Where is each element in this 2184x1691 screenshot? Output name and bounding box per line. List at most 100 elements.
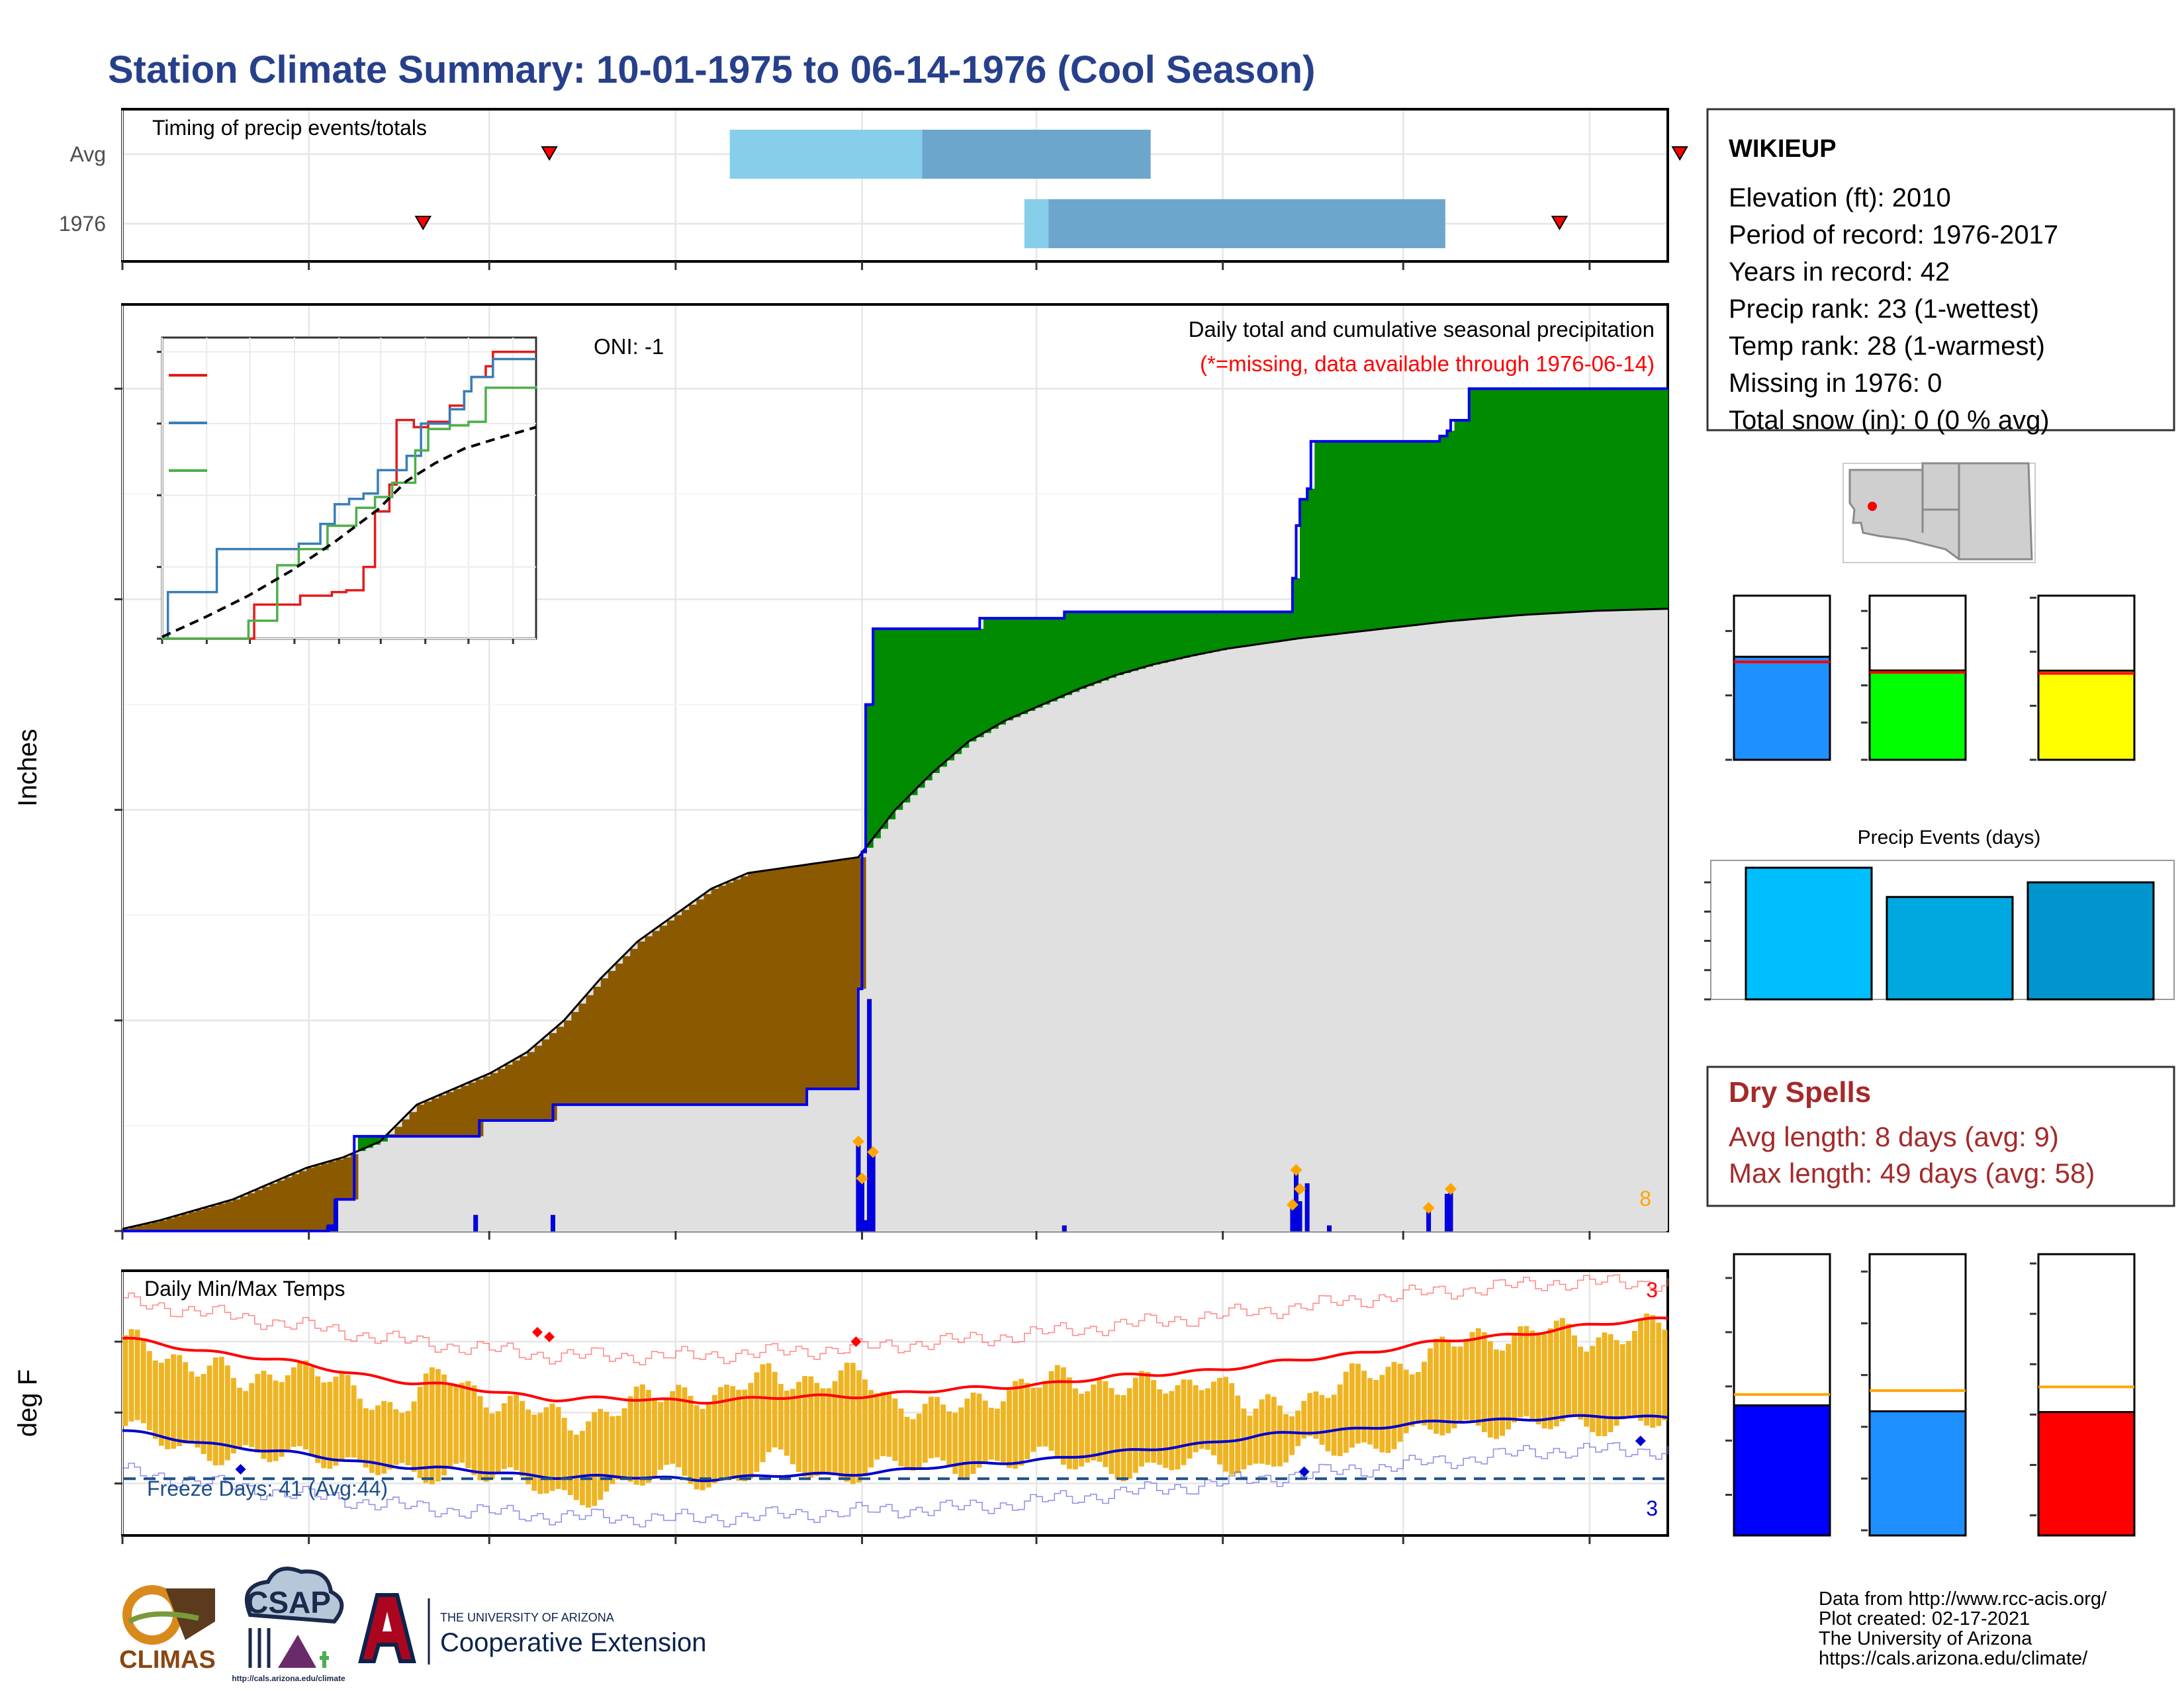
deficit-band xyxy=(578,1003,587,1105)
deficit-band xyxy=(240,1196,248,1231)
extreme-day-marker xyxy=(852,1135,864,1148)
surplus-band xyxy=(1160,612,1168,663)
daily-temp-bar xyxy=(1457,1346,1463,1424)
daily-temp-bar xyxy=(928,1396,934,1459)
daily-temp-bar xyxy=(471,1385,477,1475)
surplus-band xyxy=(1285,612,1293,641)
surplus-band xyxy=(1601,388,1610,611)
daily-temp-bar xyxy=(645,1390,651,1483)
deficit-band xyxy=(328,1162,337,1226)
daily-temp-bar xyxy=(1572,1335,1578,1416)
daily-temp-bar xyxy=(357,1398,363,1461)
daily-temp-bar xyxy=(820,1388,826,1474)
daily-temp-bar xyxy=(1151,1380,1157,1463)
surplus-band xyxy=(1506,388,1514,617)
deficit-band xyxy=(189,1212,197,1231)
surplus-band xyxy=(1432,441,1440,623)
deficit-band xyxy=(262,1187,270,1231)
daily-temp-bar xyxy=(1524,1326,1529,1416)
daily-temp-bar xyxy=(417,1387,423,1479)
daily-temp-bar xyxy=(994,1408,1000,1461)
daily-temp-bar xyxy=(285,1375,291,1451)
surplus-band xyxy=(895,629,903,810)
deficit-band xyxy=(468,1082,477,1136)
daily-temp-bar xyxy=(946,1411,952,1467)
surplus-band xyxy=(1484,388,1492,619)
surplus-band xyxy=(873,629,881,839)
daily-temp-bar xyxy=(555,1406,561,1489)
daily-temp-bar xyxy=(1596,1337,1602,1436)
deficit-band xyxy=(682,909,690,1105)
deficit-band xyxy=(306,1167,314,1231)
daily-temp-bar xyxy=(1259,1399,1265,1464)
surplus-band xyxy=(887,629,896,819)
csap-logo-url: http://cals.arizona.edu/climate xyxy=(232,1674,345,1683)
daily-temp-bar xyxy=(453,1385,459,1464)
daily-temp-bar xyxy=(700,1408,705,1490)
daily-temp-bar xyxy=(201,1374,206,1455)
deficit-band xyxy=(291,1174,300,1231)
deficit-band xyxy=(203,1208,212,1231)
surplus-band xyxy=(1027,618,1036,711)
deficit-band xyxy=(159,1220,167,1231)
surplus-band xyxy=(1314,441,1323,637)
daily-temp-bar xyxy=(441,1374,447,1476)
timing-first-marker xyxy=(541,146,558,161)
daily-precip-bar xyxy=(867,999,872,1232)
precip-events-chart: Precip Events (days) xyxy=(1704,827,2175,1001)
deficit-band xyxy=(336,1159,344,1200)
daily-temp-bar xyxy=(604,1412,610,1492)
deficit-band xyxy=(689,904,697,1105)
daily-temp-bar xyxy=(1163,1393,1169,1468)
deficit-band xyxy=(520,1056,528,1120)
daily-temp-bar xyxy=(291,1367,296,1447)
surplus-band xyxy=(1513,388,1522,616)
surplus-band xyxy=(961,629,970,748)
surplus-band xyxy=(1336,441,1345,634)
surplus-band xyxy=(968,629,977,742)
deficit-band xyxy=(541,1039,550,1120)
daily-temp-bar xyxy=(1007,1390,1012,1468)
daily-temp-bar xyxy=(1132,1377,1138,1473)
daily-temp-bar xyxy=(1036,1387,1042,1447)
daily-temp-bar xyxy=(128,1329,134,1422)
daily-temp-bar xyxy=(501,1403,507,1469)
surplus-band xyxy=(1447,430,1455,621)
surplus-band xyxy=(1130,612,1139,671)
station-temp-rank: Temp rank: 28 (1-warmest) xyxy=(1729,332,2045,361)
station-name: WIKIEUP xyxy=(1729,135,1837,163)
inset-series-avg xyxy=(161,426,537,639)
deficit-band xyxy=(218,1203,226,1231)
deficit-band xyxy=(446,1092,454,1136)
daily-temp-bar xyxy=(411,1401,417,1472)
daily-temp-bar xyxy=(682,1387,688,1476)
surplus-band xyxy=(1520,388,1529,616)
surplus-band xyxy=(1623,388,1632,610)
daily-temp-bar xyxy=(1295,1410,1301,1446)
daily-temp-bar xyxy=(970,1393,976,1475)
daily-temp-bar xyxy=(321,1382,327,1469)
temp-panel: Daily Min/Max Temps deg F Freeze Days: 4… xyxy=(13,1269,1669,1544)
daily-temp-bar xyxy=(1638,1320,1643,1421)
daily-temp-bar xyxy=(1619,1344,1625,1420)
surplus-band xyxy=(1351,441,1359,633)
daily-temp-bar xyxy=(1319,1394,1325,1445)
surplus-band xyxy=(1277,612,1286,642)
deficit-band xyxy=(549,1032,557,1120)
timing-label: Timing of precip events/totals xyxy=(152,116,427,140)
deficit-band xyxy=(527,1052,535,1120)
daily-temp-bar xyxy=(1337,1384,1343,1457)
deficit-band xyxy=(762,870,771,1105)
deficit-band xyxy=(432,1098,439,1136)
credit-url: https://cals.arizona.edu/climate/ xyxy=(1819,1648,2088,1669)
daily-temp-bar xyxy=(1066,1377,1072,1469)
surplus-band xyxy=(976,629,984,737)
daily-temp-bar xyxy=(916,1413,922,1468)
deficit-band xyxy=(416,1105,425,1136)
daily-temp-bar xyxy=(1109,1388,1115,1474)
deficit-band xyxy=(196,1210,204,1231)
page-title: Station Climate Summary: 10-01-1975 to 0… xyxy=(108,48,1315,91)
deficit-band xyxy=(814,863,822,1089)
daily-temp-bar xyxy=(670,1391,676,1464)
surplus-band xyxy=(1491,388,1499,618)
